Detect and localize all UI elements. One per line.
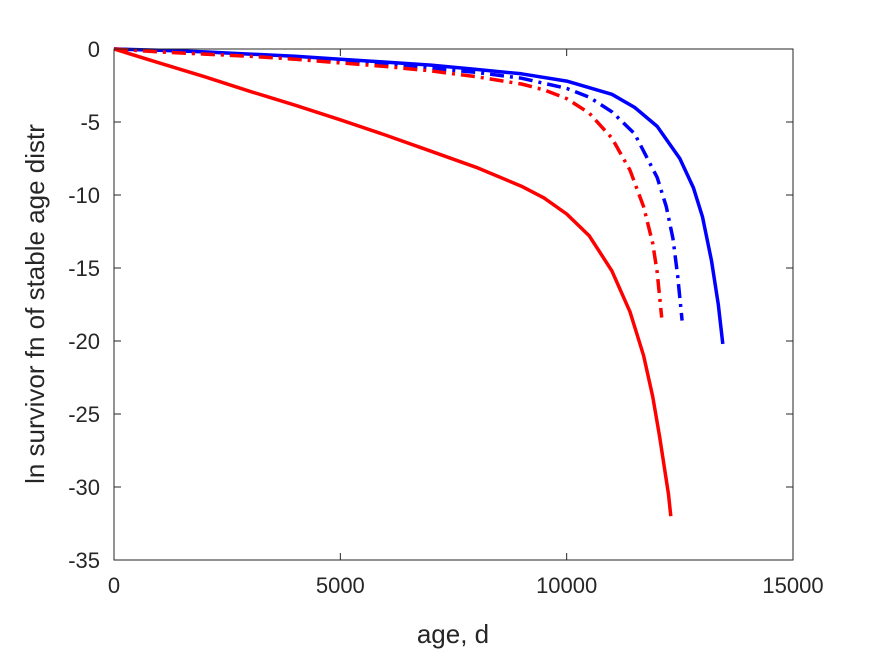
y-axis-label: ln survivor fn of stable age distr: [20, 124, 50, 484]
y-tick-label: -20: [68, 329, 100, 354]
y-tick-label: -10: [68, 183, 100, 208]
y-tick-label: 0: [88, 37, 100, 62]
series-line-4: [113, 47, 673, 517]
series-layer: [113, 47, 725, 517]
tick-layer: 0 5000 10000 15000 0 -5 -10 -15 -20 -25 -30 -35: [68, 37, 823, 598]
x-tick-label: 5000: [316, 573, 365, 598]
y-tick-label: -15: [68, 256, 100, 281]
series-line-3: [113, 47, 664, 318]
y-tick-label: -30: [68, 475, 100, 500]
plot-frame: [113, 48, 794, 561]
y-tick-label: -35: [68, 548, 100, 573]
x-tick-label: 15000: [762, 573, 823, 598]
x-tick-label: 10000: [536, 573, 597, 598]
x-axis-label: age, d: [417, 619, 489, 649]
y-tick-label: -5: [80, 110, 100, 135]
series-line-1: [113, 47, 725, 345]
series-line-2: [113, 47, 684, 321]
x-tick-label: 0: [108, 573, 120, 598]
plot-area: [114, 49, 793, 560]
y-tick-label: -25: [68, 402, 100, 427]
